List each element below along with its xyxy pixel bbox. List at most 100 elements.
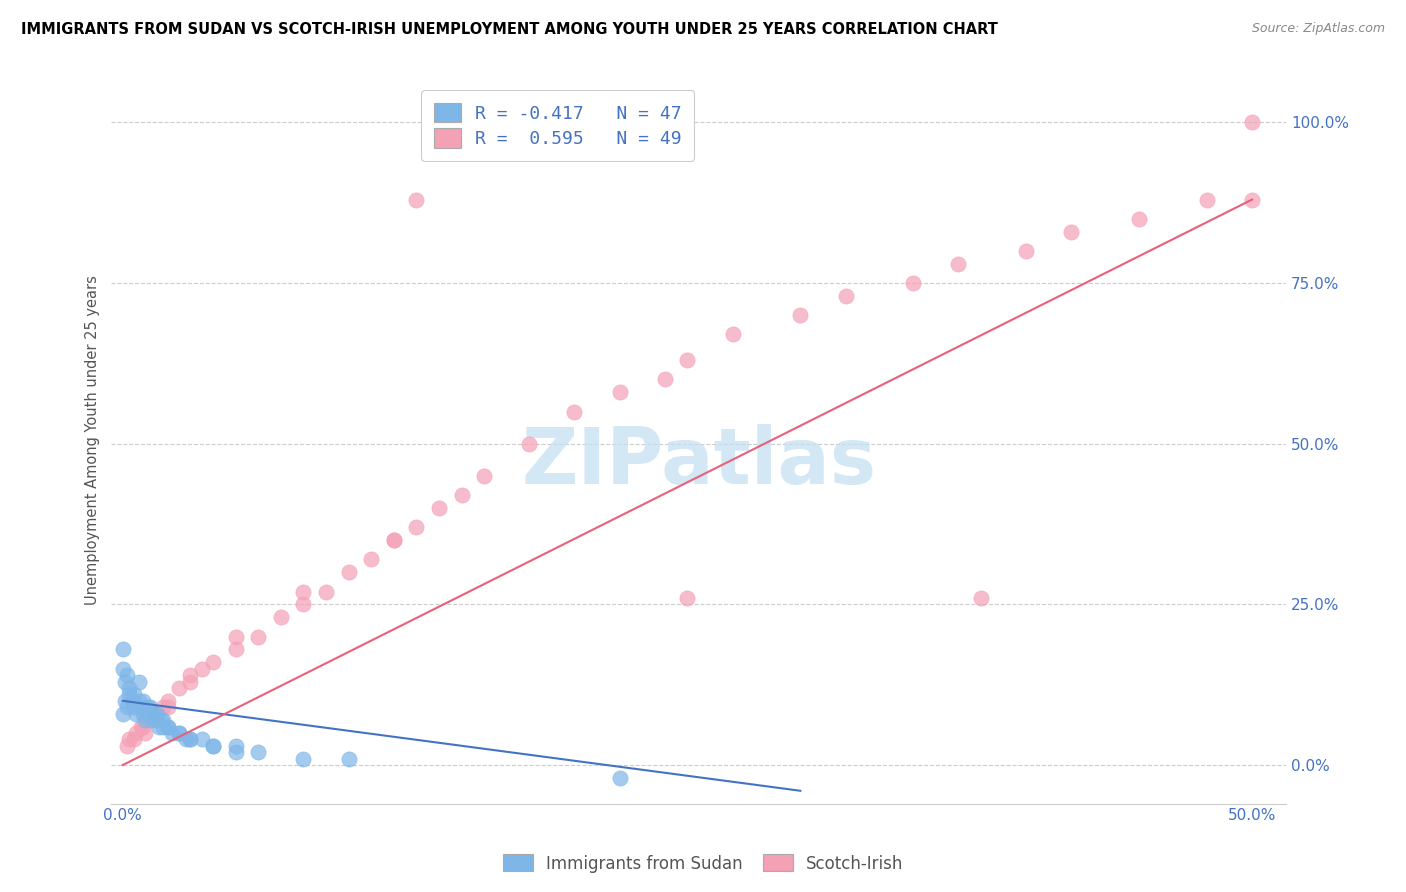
Point xyxy=(405,520,427,534)
Point xyxy=(970,591,993,605)
Point xyxy=(202,739,225,753)
Point xyxy=(156,719,179,733)
Point xyxy=(129,719,152,733)
Point xyxy=(156,694,179,708)
Point xyxy=(382,533,405,548)
Point xyxy=(292,584,315,599)
Point xyxy=(174,732,197,747)
Point xyxy=(114,694,136,708)
Point xyxy=(111,642,134,657)
Point xyxy=(337,566,360,580)
Point xyxy=(145,706,167,721)
Point xyxy=(179,732,201,747)
Point xyxy=(115,739,138,753)
Point xyxy=(1015,244,1038,258)
Point xyxy=(152,719,174,733)
Point xyxy=(903,276,925,290)
Point xyxy=(1060,225,1083,239)
Point xyxy=(564,404,586,418)
Point xyxy=(202,739,225,753)
Point xyxy=(167,726,190,740)
Point xyxy=(129,700,152,714)
Point xyxy=(134,713,156,727)
Point xyxy=(450,488,472,502)
Point xyxy=(179,674,201,689)
Point xyxy=(132,719,155,733)
Point xyxy=(118,687,141,701)
Point xyxy=(609,771,631,785)
Point xyxy=(427,501,450,516)
Point xyxy=(125,726,148,740)
Point xyxy=(143,706,166,721)
Point xyxy=(115,668,138,682)
Point xyxy=(122,732,145,747)
Point xyxy=(292,598,315,612)
Point xyxy=(676,353,699,368)
Point xyxy=(789,308,811,322)
Point xyxy=(156,700,179,714)
Point xyxy=(167,681,190,695)
Point xyxy=(1128,211,1150,226)
Point xyxy=(139,700,162,714)
Point xyxy=(405,193,427,207)
Point xyxy=(190,732,212,747)
Point xyxy=(152,700,174,714)
Point xyxy=(145,713,167,727)
Point xyxy=(948,257,970,271)
Text: ZIPatlas: ZIPatlas xyxy=(522,425,876,500)
Point xyxy=(225,739,247,753)
Point xyxy=(247,630,270,644)
Point xyxy=(676,591,699,605)
Point xyxy=(609,385,631,400)
Point xyxy=(337,751,360,765)
Point xyxy=(132,706,155,721)
Point xyxy=(111,662,134,676)
Point xyxy=(834,289,856,303)
Point xyxy=(148,719,170,733)
Point xyxy=(190,662,212,676)
Point xyxy=(225,630,247,644)
Point xyxy=(111,706,134,721)
Point xyxy=(145,706,167,721)
Legend: R = -0.417   N = 47, R =  0.595   N = 49: R = -0.417 N = 47, R = 0.595 N = 49 xyxy=(420,90,695,161)
Point xyxy=(121,694,143,708)
Point xyxy=(247,745,270,759)
Point xyxy=(654,372,676,386)
Point xyxy=(1195,193,1218,207)
Point xyxy=(141,713,163,727)
Point xyxy=(128,694,150,708)
Point xyxy=(292,751,315,765)
Point xyxy=(115,700,138,714)
Point xyxy=(225,642,247,657)
Point xyxy=(179,668,201,682)
Point xyxy=(132,694,155,708)
Point xyxy=(128,674,150,689)
Text: Source: ZipAtlas.com: Source: ZipAtlas.com xyxy=(1251,22,1385,36)
Point xyxy=(139,706,162,721)
Point xyxy=(1241,115,1264,129)
Point xyxy=(315,584,337,599)
Point xyxy=(114,674,136,689)
Point xyxy=(1241,193,1264,207)
Point xyxy=(360,552,382,566)
Point xyxy=(156,719,179,733)
Point xyxy=(125,706,148,721)
Point xyxy=(202,655,225,669)
Point xyxy=(136,700,159,714)
Point xyxy=(517,436,540,450)
Point xyxy=(152,713,174,727)
Point xyxy=(472,468,495,483)
Point xyxy=(225,745,247,759)
Text: IMMIGRANTS FROM SUDAN VS SCOTCH-IRISH UNEMPLOYMENT AMONG YOUTH UNDER 25 YEARS CO: IMMIGRANTS FROM SUDAN VS SCOTCH-IRISH UN… xyxy=(21,22,998,37)
Point xyxy=(118,732,141,747)
Point xyxy=(721,327,744,342)
Point xyxy=(118,681,141,695)
Point xyxy=(162,726,184,740)
Point xyxy=(382,533,405,548)
Point xyxy=(134,726,156,740)
Point xyxy=(122,687,145,701)
Point xyxy=(167,726,190,740)
Point xyxy=(145,706,167,721)
Point xyxy=(139,713,162,727)
Point xyxy=(270,610,292,624)
